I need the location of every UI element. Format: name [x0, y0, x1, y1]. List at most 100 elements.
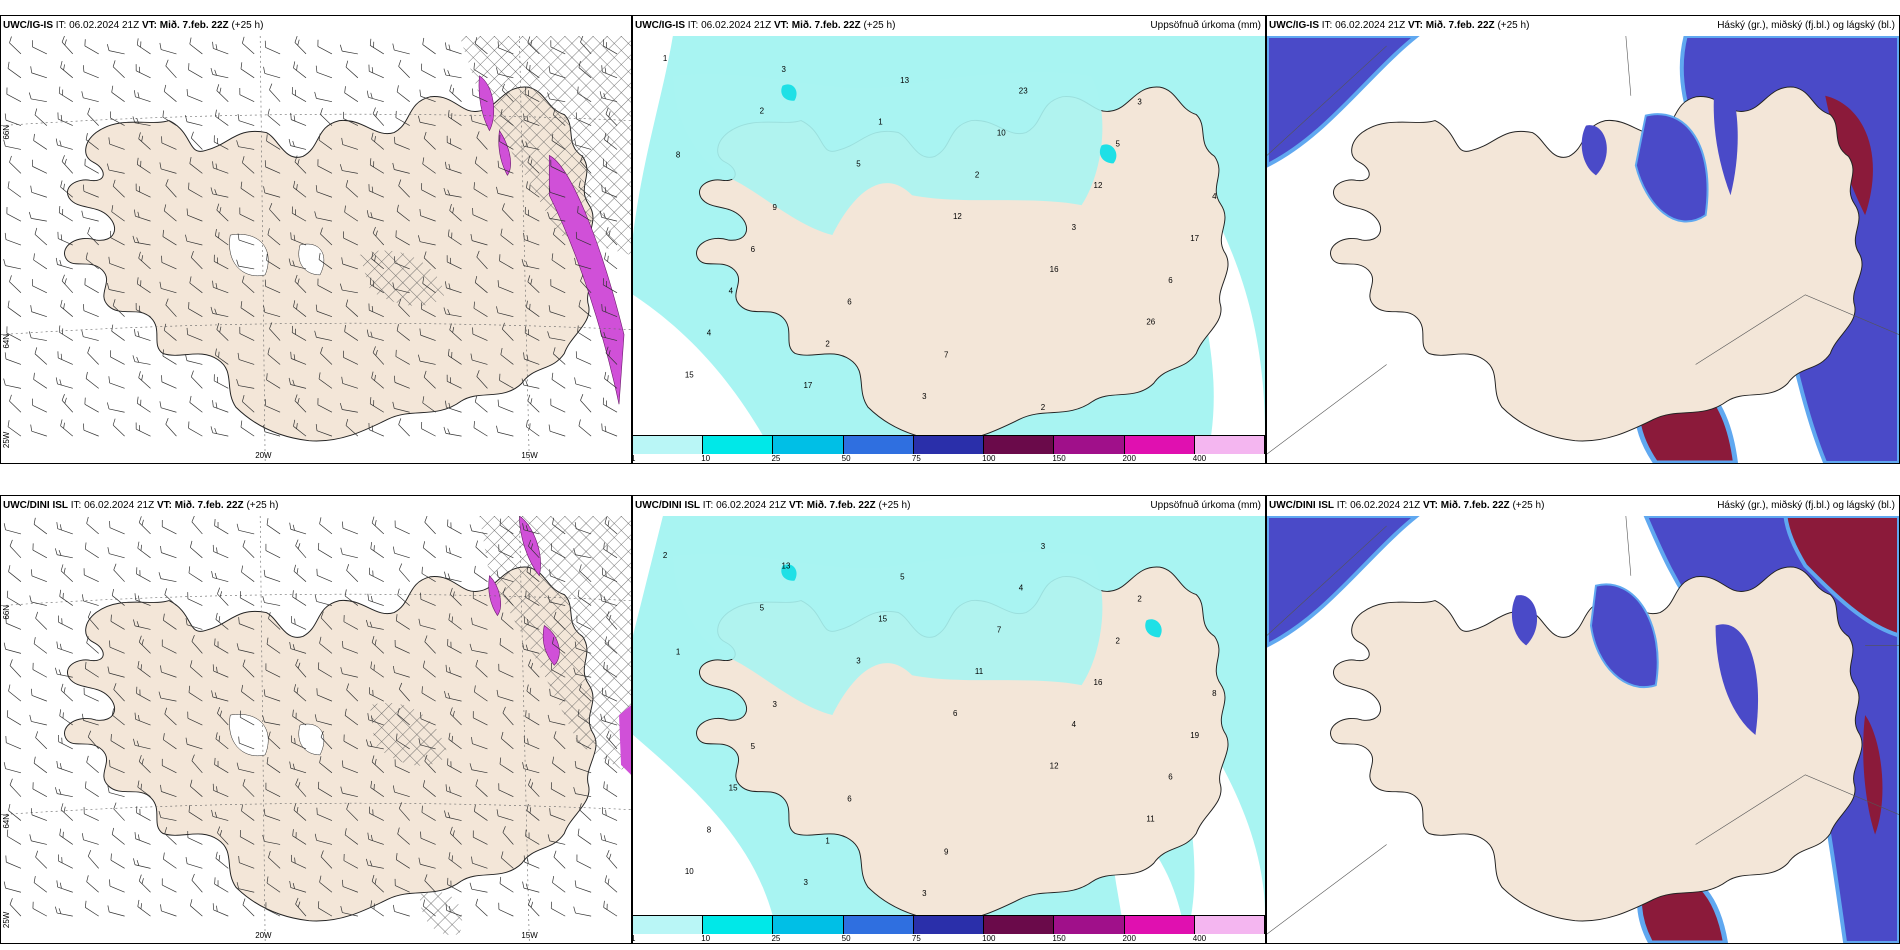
panel-precip-bottom: UWC/DINI ISL IT: 06.02.2024 21Z VT: Mið.… — [632, 495, 1266, 944]
wind-barb — [392, 904, 410, 917]
wind-barb — [606, 850, 618, 869]
wind-barb — [186, 208, 203, 222]
wind-barb — [445, 664, 462, 678]
colorbar-tick-label: 10 — [701, 454, 711, 463]
wind-barb — [110, 230, 125, 246]
colorbar-swatch — [773, 916, 844, 934]
wind-barb — [57, 112, 73, 126]
colorbar-tick-label: 100 — [982, 454, 996, 463]
wind-barb — [420, 712, 436, 726]
wind-barb — [81, 713, 99, 726]
wind-barb — [294, 36, 307, 55]
it-value: 06.02.2024 21Z — [701, 20, 772, 31]
wind-barb — [368, 422, 384, 437]
colorbar-swatch — [1124, 916, 1195, 934]
wind-barb — [9, 539, 22, 559]
wind-barb — [111, 85, 125, 102]
wind-barb — [112, 299, 125, 317]
precip-value-label: 3 — [803, 878, 808, 887]
wind-barb — [215, 109, 229, 126]
wind-barb — [236, 259, 255, 270]
wind-barb — [189, 156, 203, 174]
wind-barb — [212, 903, 229, 917]
wind-barb — [392, 401, 410, 413]
wind-barb — [319, 636, 333, 654]
wind-barb — [239, 830, 255, 845]
wind-barb — [295, 897, 307, 917]
precip-colorbar: 1 10 25 50 75 100 150 200 400 — [633, 915, 1265, 943]
wind-barb — [550, 40, 566, 55]
wind-barb — [499, 638, 514, 654]
wind-barb — [471, 856, 488, 869]
wind-barb — [295, 658, 307, 678]
wind-barb — [498, 783, 514, 798]
panel-header: UWC/DINI ISL IT: 06.02.2024 21Z VT: Mið.… — [1, 496, 631, 516]
wind-barb — [165, 59, 177, 79]
lead-time: (+25 h) — [878, 500, 911, 511]
wind-barb — [215, 348, 229, 365]
wind-barb — [496, 67, 514, 79]
wind-barb — [83, 184, 99, 198]
wind-barb — [81, 594, 99, 606]
wind-barb — [523, 855, 540, 869]
lead-time: (+25 h) — [231, 20, 264, 31]
wind-barb — [372, 107, 385, 126]
panel-wind-bottom: UWC/DINI ISL IT: 06.02.2024 21Z VT: Mið.… — [0, 495, 632, 944]
it-value: 06.02.2024 21Z — [1350, 500, 1421, 511]
wind-barb — [110, 734, 125, 750]
wind-barb — [262, 596, 281, 606]
wind-barb — [239, 207, 255, 222]
wind-barb — [87, 227, 99, 246]
wind-barb — [160, 784, 177, 798]
wind-barb — [394, 520, 410, 535]
wind-barb — [398, 59, 410, 79]
wind-barb — [110, 111, 125, 126]
wind-barb — [443, 187, 462, 198]
it-label: IT: — [687, 20, 699, 31]
wind-barb — [371, 874, 385, 893]
wind-barb — [368, 303, 384, 318]
wind-barb — [547, 92, 566, 103]
wind-barb — [419, 328, 436, 341]
wind-barb — [28, 211, 47, 222]
wind-barb — [445, 545, 462, 559]
wind-barb — [524, 326, 540, 341]
wind-barb — [552, 756, 566, 774]
lat-label-25w: 25W — [2, 431, 11, 448]
precip-value-label: 6 — [1168, 773, 1173, 782]
wind-barb — [185, 618, 203, 630]
wind-barb — [553, 227, 566, 246]
wind-barb — [214, 638, 229, 654]
lead-time: (+25 h) — [246, 500, 279, 511]
wind-barb — [345, 60, 359, 79]
cloud-map — [1267, 36, 1899, 463]
wind-barb — [424, 516, 436, 535]
wind-barb — [448, 852, 462, 869]
wind-barb — [136, 277, 151, 294]
wind-barb — [418, 354, 436, 365]
wind-barb — [138, 755, 151, 774]
wind-barb — [134, 832, 151, 845]
wind-barb — [112, 60, 125, 79]
wind-barb — [84, 542, 99, 559]
wind-barb — [238, 617, 255, 630]
wind-barb — [162, 229, 177, 246]
wind-barb — [87, 850, 99, 869]
colorbar-tick-label: 400 — [1192, 934, 1207, 943]
precip-value-label: 6 — [847, 298, 852, 307]
wind-barb — [30, 569, 47, 583]
wind-barb — [370, 780, 384, 797]
wind-barb — [212, 664, 229, 678]
wind-barb — [474, 395, 488, 413]
wind-barb — [525, 710, 540, 726]
wind-barb — [317, 159, 333, 174]
wind-barb — [476, 250, 488, 270]
wind-barb — [188, 302, 203, 317]
wind-barb — [264, 279, 281, 294]
wind-barb — [137, 899, 151, 917]
wind-barb — [577, 828, 592, 845]
wind-barb — [60, 419, 73, 437]
precip-value-label: 4 — [1212, 192, 1217, 201]
